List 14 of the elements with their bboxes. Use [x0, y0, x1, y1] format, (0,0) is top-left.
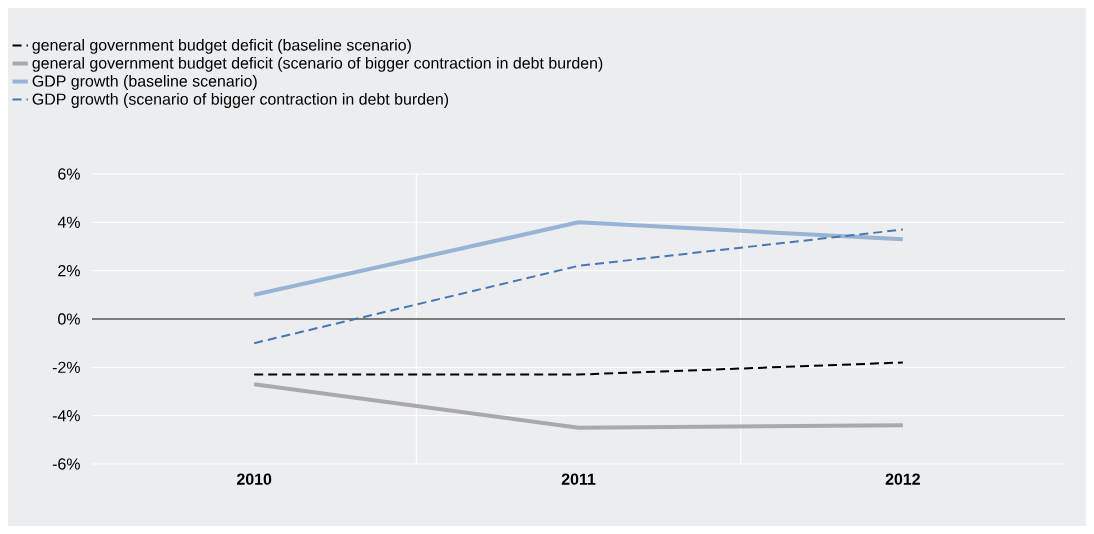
legend-label: general government budget deficit (baseline scenario) [32, 38, 411, 54]
legend-label: GDP growth (scenario of bigger contraction in debt burden) [32, 93, 449, 108]
x-tick-label: 2010 [236, 473, 272, 485]
y-tick-label: -4% [52, 410, 80, 422]
legend-label: GDP growth (baseline scenario) [32, 75, 257, 90]
y-tick-label: -6% [52, 458, 80, 470]
legend-label: general government budget deficit (scenario of bigger contraction in debt burden) [32, 57, 603, 72]
y-tick-label: 4% [57, 216, 80, 228]
y-tick-label: 6% [58, 168, 80, 180]
y-tick-label: -2% [52, 361, 80, 373]
y-tick-label: 2% [58, 265, 80, 277]
x-tick-label: 2011 [561, 473, 596, 485]
y-tick-label: 0% [58, 313, 80, 325]
x-tick-label: 2012 [885, 473, 920, 485]
